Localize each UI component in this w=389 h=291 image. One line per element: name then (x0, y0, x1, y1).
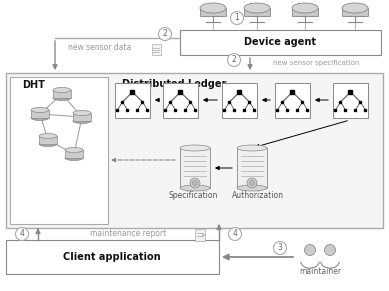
Text: DHT: DHT (22, 80, 45, 90)
Ellipse shape (237, 145, 267, 151)
Bar (53, 90, 71, 98)
Ellipse shape (237, 185, 267, 191)
Circle shape (273, 242, 287, 255)
Ellipse shape (180, 145, 210, 151)
Bar (275, 83, 310, 118)
Text: 1: 1 (235, 13, 239, 22)
Circle shape (228, 54, 240, 67)
Bar (163, 83, 198, 118)
Bar (152, 44, 161, 55)
Ellipse shape (73, 111, 91, 116)
Ellipse shape (342, 3, 368, 13)
Ellipse shape (39, 134, 57, 139)
Circle shape (190, 178, 200, 188)
Circle shape (228, 228, 242, 240)
Text: Authorization: Authorization (232, 191, 284, 200)
Bar (115, 83, 150, 118)
Text: new sensor data: new sensor data (68, 43, 132, 52)
Ellipse shape (200, 3, 226, 13)
Bar (195, 229, 205, 241)
Ellipse shape (65, 148, 83, 152)
Circle shape (158, 28, 172, 40)
Ellipse shape (53, 95, 71, 100)
Ellipse shape (73, 118, 91, 123)
Bar (73, 113, 91, 121)
Bar (65, 150, 83, 158)
Text: Specification: Specification (168, 191, 218, 200)
Bar (180, 148, 210, 188)
Text: 3: 3 (278, 244, 282, 253)
Ellipse shape (244, 3, 270, 13)
Text: maintainer: maintainer (299, 267, 341, 276)
Bar (222, 83, 257, 118)
Text: 4: 4 (19, 230, 25, 239)
Bar (6, 73, 383, 228)
Text: Distributed Ledger: Distributed Ledger (122, 79, 226, 89)
Bar (237, 148, 267, 188)
Bar (10, 77, 108, 224)
Circle shape (193, 180, 198, 185)
Text: new sensor specification: new sensor specification (273, 60, 359, 66)
Text: 2: 2 (163, 29, 167, 38)
Ellipse shape (180, 185, 210, 191)
Text: Client application: Client application (63, 252, 161, 262)
Bar (31, 110, 49, 118)
Circle shape (249, 180, 254, 185)
Ellipse shape (31, 107, 49, 113)
Text: 2: 2 (231, 56, 237, 65)
Text: 4: 4 (233, 230, 237, 239)
Text: Device agent: Device agent (244, 37, 316, 47)
Ellipse shape (292, 3, 318, 13)
Circle shape (247, 178, 257, 188)
Circle shape (324, 244, 335, 255)
Bar (244, 8, 270, 16)
Circle shape (231, 12, 244, 24)
Ellipse shape (53, 88, 71, 93)
Bar (6, 240, 219, 274)
Bar (333, 83, 368, 118)
Ellipse shape (31, 116, 49, 120)
Bar (342, 8, 368, 16)
Ellipse shape (39, 141, 57, 146)
Ellipse shape (65, 155, 83, 161)
Circle shape (305, 244, 315, 255)
Bar (180, 30, 381, 55)
Bar (39, 136, 57, 144)
Bar (292, 8, 318, 16)
Text: maintenance report: maintenance report (90, 230, 166, 239)
Bar (200, 8, 226, 16)
Circle shape (16, 228, 28, 240)
